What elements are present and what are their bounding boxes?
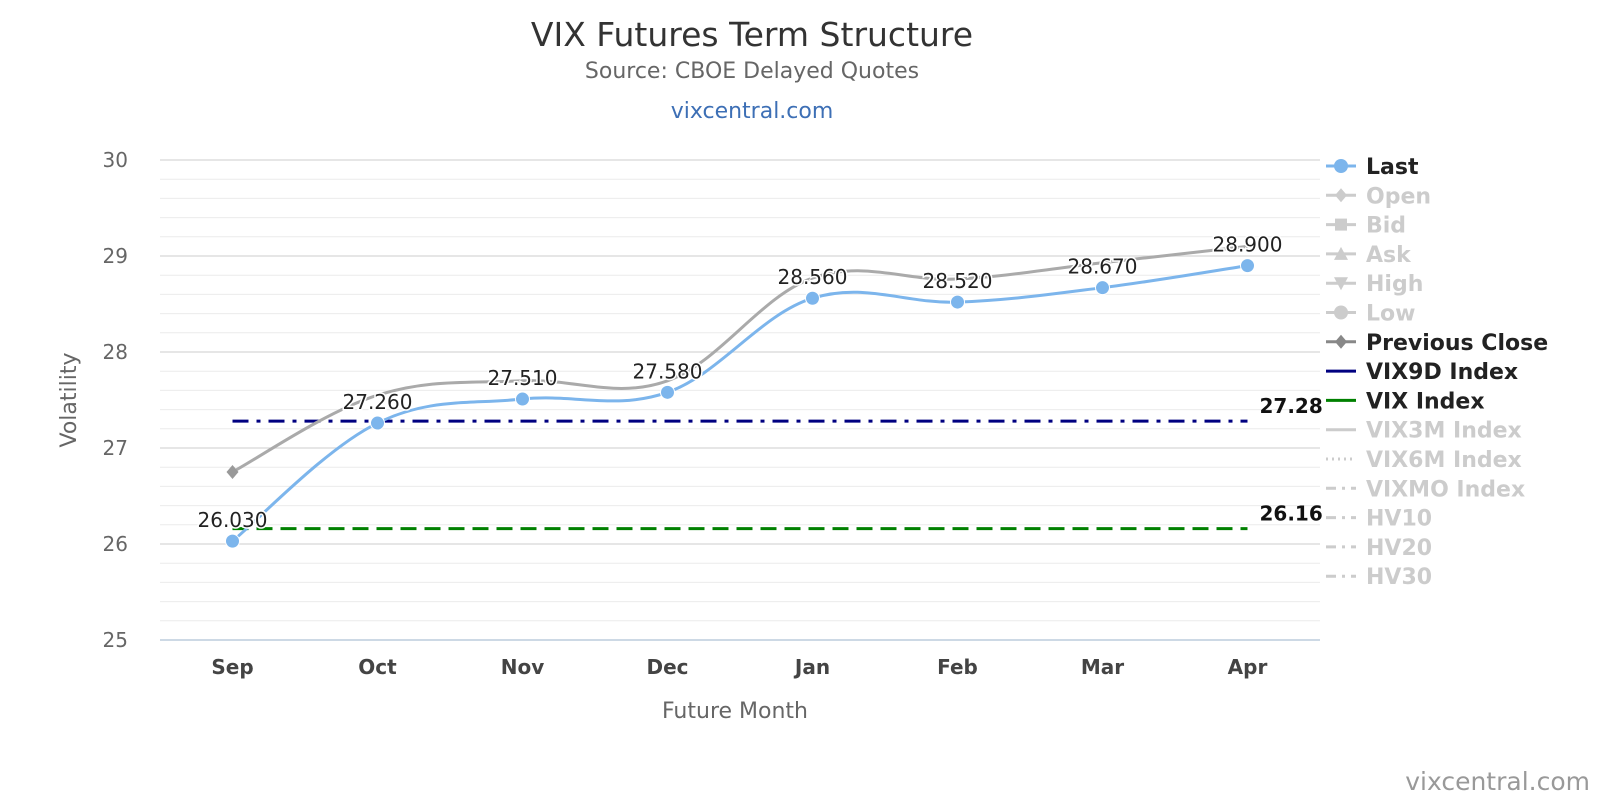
credit-link[interactable]: vixcentral.com bbox=[1405, 767, 1590, 796]
x-tick-label: Dec bbox=[646, 655, 688, 679]
legend-item[interactable]: Bid bbox=[1326, 214, 1406, 239]
legend-label: Previous Close bbox=[1366, 331, 1548, 356]
legend-item[interactable]: VIX9D Index bbox=[1326, 360, 1518, 385]
legend-item[interactable]: HV20 bbox=[1326, 536, 1432, 561]
legend-label: VIX3M Index bbox=[1366, 419, 1522, 444]
x-tick-label: Sep bbox=[211, 655, 253, 679]
y-axis-ticks: 25 26 27 28 29 30 bbox=[103, 148, 128, 652]
x-tick-label: Feb bbox=[937, 655, 978, 679]
last-point bbox=[225, 533, 240, 549]
grid-lines bbox=[160, 159, 1320, 641]
legend-label: Open bbox=[1366, 184, 1431, 209]
legend[interactable]: Last Open Bid Ask High Low Previous Close VIX9D… bbox=[1326, 155, 1548, 590]
legend-item[interactable]: VIX Index bbox=[1326, 389, 1485, 414]
legend-item[interactable]: Low bbox=[1326, 302, 1415, 327]
legend-label: VIXMO Index bbox=[1366, 477, 1525, 502]
legend-label: VIX9D Index bbox=[1366, 360, 1518, 385]
x-tick-label: Nov bbox=[501, 655, 545, 679]
previous-close-series-line bbox=[231, 244, 1248, 474]
chart-subtitle: Source: CBOE Delayed Quotes bbox=[585, 59, 919, 84]
last-point bbox=[805, 290, 820, 306]
y-tick-label: 26 bbox=[103, 532, 128, 556]
legend-label: HV20 bbox=[1366, 536, 1432, 561]
legend-triangle-down-icon bbox=[1334, 277, 1348, 291]
data-label: 26.030 bbox=[198, 508, 268, 532]
legend-label: Ask bbox=[1366, 243, 1412, 268]
legend-diamond-icon bbox=[1335, 188, 1347, 203]
last-series-line bbox=[231, 264, 1248, 543]
legend-label: HV10 bbox=[1366, 507, 1432, 532]
legend-triangle-icon bbox=[1334, 246, 1348, 260]
data-label: 27.510 bbox=[488, 366, 558, 390]
legend-label: HV30 bbox=[1366, 565, 1432, 590]
reference-line-label: 27.28 bbox=[1260, 394, 1323, 418]
legend-item[interactable]: High bbox=[1326, 272, 1423, 297]
y-axis-title: Volatility bbox=[57, 352, 82, 447]
legend-item[interactable]: HV10 bbox=[1326, 507, 1432, 532]
legend-label: High bbox=[1366, 272, 1423, 297]
last-point bbox=[950, 294, 965, 310]
reference-line-label: 26.16 bbox=[1260, 502, 1323, 526]
y-tick-label: 29 bbox=[103, 244, 128, 268]
legend-item[interactable]: Previous Close bbox=[1326, 331, 1548, 356]
y-tick-label: 28 bbox=[103, 340, 128, 364]
legend-item[interactable]: HV30 bbox=[1326, 565, 1432, 590]
x-axis-ticks: Sep Oct Nov Dec Jan Feb Mar Apr bbox=[211, 655, 1267, 679]
site-link[interactable]: vixcentral.com bbox=[671, 99, 834, 124]
legend-label: VIX6M Index bbox=[1366, 448, 1522, 473]
legend-item[interactable]: VIXMO Index bbox=[1326, 477, 1525, 502]
previous-close-point bbox=[226, 465, 239, 479]
legend-item[interactable]: Last bbox=[1326, 155, 1419, 180]
legend-circle-icon bbox=[1334, 305, 1348, 320]
data-label: 27.580 bbox=[633, 359, 703, 383]
legend-label: Last bbox=[1366, 155, 1419, 180]
legend-item[interactable]: VIX3M Index bbox=[1326, 419, 1522, 444]
reference-lines: 27.28 26.16 bbox=[232, 394, 1323, 531]
last-point bbox=[370, 415, 385, 431]
data-label: 28.900 bbox=[1213, 233, 1283, 257]
data-label: 28.670 bbox=[1068, 255, 1138, 279]
legend-label: VIX Index bbox=[1366, 389, 1485, 414]
last-point bbox=[1095, 280, 1110, 296]
last-point bbox=[515, 391, 530, 407]
legend-item[interactable]: VIX6M Index bbox=[1326, 448, 1522, 473]
data-label: 27.260 bbox=[343, 390, 413, 414]
legend-circle-icon bbox=[1334, 159, 1348, 173]
legend-square-icon bbox=[1335, 218, 1347, 231]
x-tick-label: Apr bbox=[1228, 655, 1268, 679]
x-tick-label: Mar bbox=[1081, 655, 1124, 679]
y-tick-label: 25 bbox=[103, 628, 128, 652]
last-point bbox=[1240, 258, 1255, 274]
data-labels: 26.030 27.260 27.510 27.580 28.560 28.520 28.6… bbox=[196, 231, 1284, 534]
legend-label: Bid bbox=[1366, 214, 1406, 239]
x-tick-label: Jan bbox=[793, 655, 830, 679]
data-label: 28.520 bbox=[923, 269, 993, 293]
legend-item[interactable]: Ask bbox=[1326, 243, 1412, 268]
x-tick-label: Oct bbox=[358, 655, 397, 679]
legend-diamond-icon bbox=[1335, 334, 1347, 349]
legend-label: Low bbox=[1366, 302, 1415, 327]
legend-item[interactable]: Open bbox=[1326, 184, 1431, 209]
chart-title: VIX Futures Term Structure bbox=[531, 15, 973, 54]
y-tick-label: 30 bbox=[103, 148, 128, 172]
x-axis-title: Future Month bbox=[662, 699, 808, 724]
y-tick-label: 27 bbox=[103, 436, 128, 460]
last-point bbox=[660, 384, 675, 400]
data-label: 28.560 bbox=[778, 265, 848, 289]
series-group bbox=[225, 244, 1255, 549]
